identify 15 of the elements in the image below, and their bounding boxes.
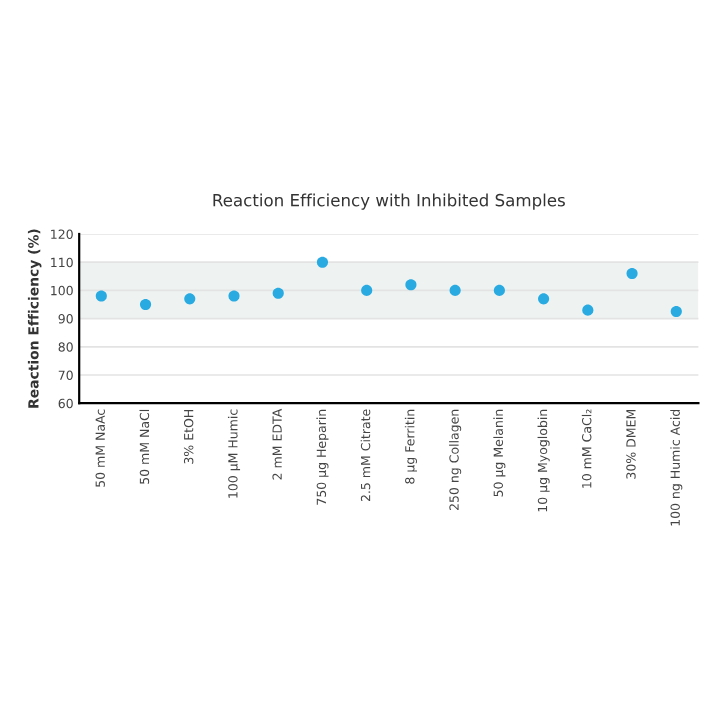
point (582, 304, 594, 316)
chart-title: Reaction Efficiency with Inhibited Samples (213, 193, 565, 210)
point (95, 290, 107, 302)
point (626, 267, 638, 280)
point (272, 287, 284, 299)
point (184, 293, 196, 305)
point (139, 298, 152, 311)
point (316, 256, 329, 268)
point (405, 279, 417, 291)
point (493, 284, 505, 296)
point (538, 293, 550, 305)
point (228, 290, 240, 302)
point (670, 305, 682, 318)
point (361, 284, 373, 296)
point (449, 284, 461, 296)
